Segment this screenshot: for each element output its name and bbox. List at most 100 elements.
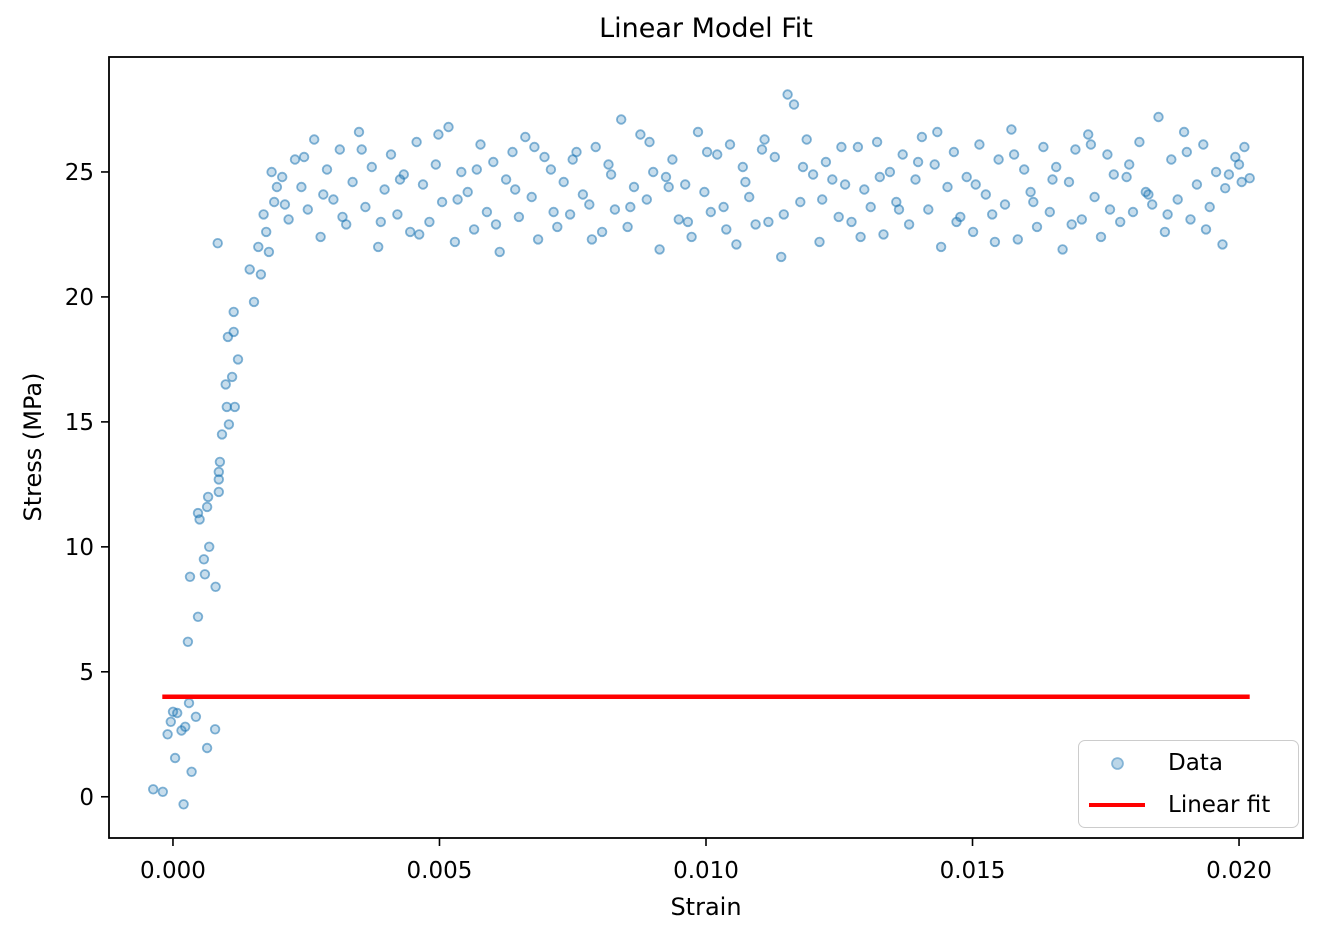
- data-point: [756, 144, 768, 155]
- y-tick-label: 15: [65, 410, 94, 436]
- data-point: [520, 131, 531, 143]
- data-point: [255, 269, 267, 280]
- data-point: [833, 211, 844, 223]
- data-point: [1217, 239, 1228, 250]
- data-point: [513, 211, 525, 223]
- y-axis-label: Stress (MPa): [19, 372, 47, 522]
- data-point: [648, 166, 659, 178]
- data-point: [179, 721, 191, 733]
- data-point: [532, 234, 544, 245]
- data-point: [759, 134, 770, 145]
- data-point: [1204, 201, 1215, 213]
- data-point: [169, 752, 181, 764]
- data-point: [1210, 166, 1222, 178]
- data-point: [1172, 194, 1183, 205]
- data-point: [987, 209, 998, 220]
- data-point: [1121, 171, 1132, 183]
- y-tick-label: 25: [65, 160, 94, 186]
- data-point: [622, 221, 633, 233]
- data-point: [347, 176, 358, 188]
- data-point: [865, 201, 876, 213]
- data-point: [147, 784, 159, 795]
- data-point: [315, 231, 326, 243]
- data-point: [244, 264, 255, 275]
- data-point: [271, 181, 283, 193]
- data-point: [1038, 141, 1049, 153]
- data-point: [912, 156, 924, 168]
- data-point: [712, 149, 723, 160]
- data-point: [871, 136, 883, 148]
- data-point: [394, 174, 406, 185]
- data-point: [989, 236, 1001, 248]
- data-point: [603, 159, 614, 170]
- data-point: [552, 221, 563, 233]
- data-point: [392, 209, 403, 220]
- data-point: [1166, 154, 1177, 165]
- data-point: [456, 166, 467, 178]
- data-point: [1219, 182, 1231, 194]
- data-point: [468, 224, 480, 235]
- data-point: [635, 129, 646, 140]
- data-point: [500, 174, 512, 185]
- data-point: [769, 151, 781, 163]
- data-marker-icon: [1088, 758, 1146, 768]
- data-point: [186, 766, 197, 778]
- data-point: [1114, 216, 1126, 228]
- data-point: [1123, 159, 1135, 170]
- data-point: [778, 209, 790, 220]
- data-point: [974, 139, 985, 150]
- y-tick-label: 20: [65, 285, 94, 311]
- data-point: [481, 206, 493, 218]
- data-point: [167, 706, 179, 718]
- data-point: [198, 554, 210, 565]
- data-point: [1063, 176, 1075, 188]
- data-point: [692, 126, 704, 138]
- data-point: [740, 176, 751, 188]
- data-point: [337, 211, 348, 223]
- data-point: [1200, 224, 1212, 235]
- data-point: [201, 742, 213, 754]
- data-point: [750, 219, 761, 230]
- data-point: [567, 154, 578, 165]
- y-ticks: 0 5 10 15 20 25: [65, 160, 109, 811]
- data-point: [526, 191, 537, 203]
- data-point: [462, 186, 473, 198]
- data-point: [663, 181, 674, 193]
- data-point: [1057, 244, 1068, 255]
- x-tick-label: 0.010: [673, 858, 739, 884]
- data-point: [373, 241, 384, 253]
- data-point: [1236, 176, 1247, 188]
- data-point: [999, 199, 1011, 210]
- data-point: [1181, 146, 1193, 158]
- data-point: [564, 209, 576, 220]
- data-point: [366, 161, 378, 173]
- data-point: [718, 201, 729, 213]
- data-point: [213, 474, 225, 485]
- legend-label-linear-fit: Linear fit: [1168, 792, 1271, 818]
- data-point: [1066, 219, 1077, 230]
- data-point: [210, 581, 221, 593]
- data-point: [852, 141, 864, 153]
- x-tick-label: 0.005: [407, 858, 473, 884]
- data-point: [1102, 149, 1113, 160]
- y-tick-label: 0: [79, 785, 94, 811]
- data-point: [203, 541, 215, 553]
- fit-line-icon: [1088, 802, 1146, 808]
- legend-label-data: Data: [1168, 750, 1223, 776]
- data-point: [609, 204, 621, 215]
- chart-title: Linear Model Fit: [599, 13, 813, 44]
- data-point: [731, 239, 742, 250]
- data-point: [686, 231, 697, 243]
- data-point: [411, 136, 422, 148]
- data-point: [212, 237, 223, 249]
- data-point: [1006, 124, 1017, 135]
- data-point: [705, 206, 717, 218]
- data-point: [226, 371, 238, 383]
- data-point: [302, 204, 314, 215]
- data-point: [375, 216, 387, 228]
- data-point: [820, 156, 832, 168]
- data-point: [253, 241, 264, 253]
- data-point: [184, 571, 196, 583]
- data-point: [192, 611, 204, 623]
- data-point: [1095, 231, 1107, 243]
